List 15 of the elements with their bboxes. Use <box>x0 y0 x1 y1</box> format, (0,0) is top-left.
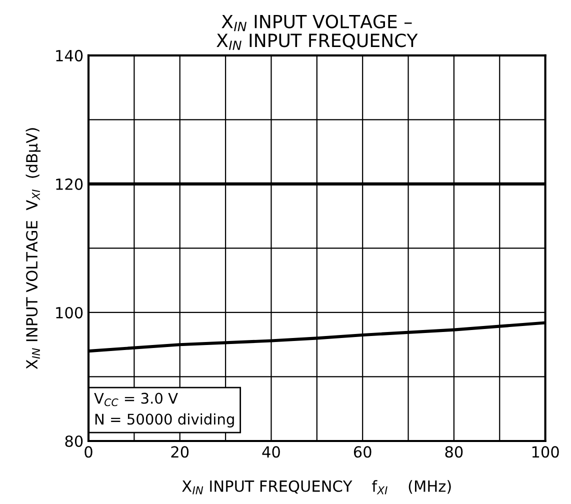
y-tick-label: 120 <box>56 178 83 190</box>
y-tick-label: 140 <box>56 50 83 62</box>
annotation: N = 50000 dividing <box>95 413 234 428</box>
y-tick-label: 100 <box>56 306 83 318</box>
x-tick-label: 100 <box>532 446 559 458</box>
text: X$_{IN}$ INPUT FREQUENCY f$_{XI}$ (MHz) <box>182 480 451 494</box>
x-tick-label: 40 <box>262 446 280 458</box>
x-tick-label: 0 <box>84 446 92 458</box>
y-tick-label: 80 <box>65 435 83 448</box>
x-tick-label: 20 <box>171 446 189 458</box>
chart-title: X$_{IN}$ INPUT VOLTAGE – X$_{IN}$ INPUT FREQUENCY <box>216 14 418 50</box>
annotation: V$_{CC}$ = 3.0 V <box>94 392 178 406</box>
x-tick-label: 60 <box>354 446 372 458</box>
y-axis-title: X$_{IN}$ INPUT VOLTAGE V$_{XI}$ (dBμV) <box>26 128 41 370</box>
x-tick-label: 80 <box>445 446 463 458</box>
